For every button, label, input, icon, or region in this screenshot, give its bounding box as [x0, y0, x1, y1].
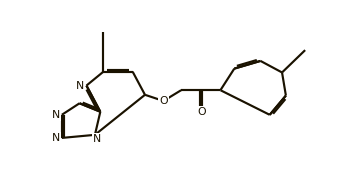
- Text: O: O: [197, 107, 206, 117]
- Text: N: N: [93, 134, 101, 144]
- Text: N: N: [51, 110, 60, 120]
- Text: O: O: [159, 96, 168, 106]
- Text: N: N: [51, 133, 60, 143]
- Text: N: N: [76, 81, 84, 90]
